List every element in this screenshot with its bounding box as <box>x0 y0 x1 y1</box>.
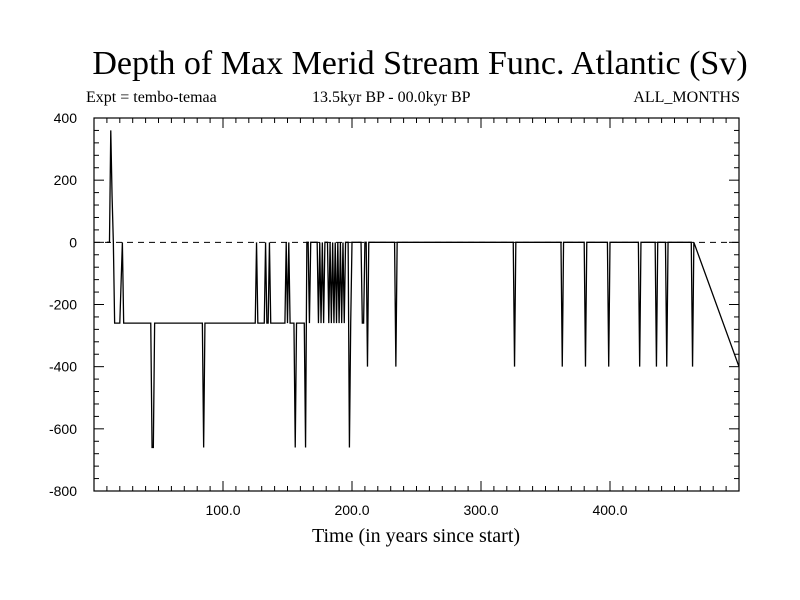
plot-frame <box>93 117 740 492</box>
y-tick-label: 200 <box>54 172 78 188</box>
y-tick-label: -200 <box>49 297 77 313</box>
x-tick-label: 200.0 <box>334 502 369 518</box>
months-label: ALL_MONTHS <box>633 89 740 106</box>
x-tick-label: 100.0 <box>205 502 240 518</box>
time-range-label: 13.5kyr BP - 00.0kyr BP <box>312 89 471 106</box>
experiment-label: Expt = tembo-temaa <box>86 89 217 106</box>
y-tick-label: -600 <box>49 421 77 437</box>
y-tick-label: -400 <box>49 359 77 375</box>
y-tick-label: -800 <box>49 483 77 499</box>
y-tick-label: 0 <box>69 234 77 250</box>
x-tick-label: 400.0 <box>592 502 627 518</box>
series-line <box>106 130 740 449</box>
series-layer <box>106 130 740 449</box>
x-axis: 100.0 200.0 300.0 400.0 <box>106 118 727 518</box>
y-axis: -800 -600 -400 -200 0 200 400 <box>49 110 739 499</box>
x-axis-label: Time (in years since start) <box>311 525 521 547</box>
x-tick-label: 300.0 <box>463 502 498 518</box>
y-tick-label: 400 <box>54 110 78 126</box>
chart-title: Depth of Max Merid Stream Func. Atlantic… <box>92 45 748 82</box>
